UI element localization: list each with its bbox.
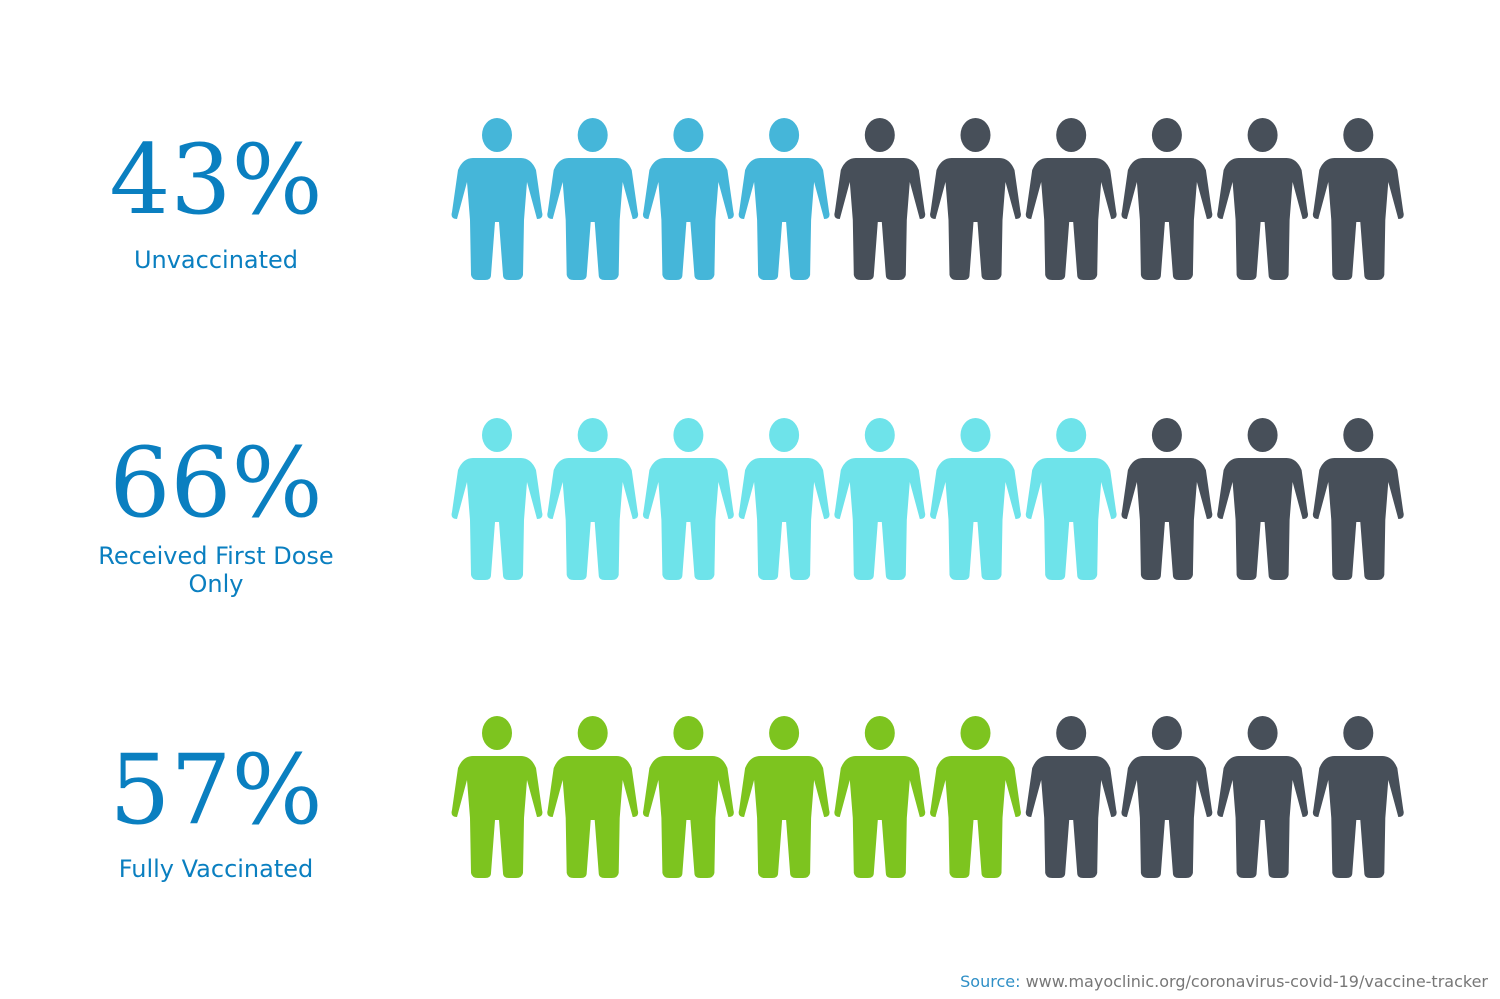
person-icon xyxy=(1025,716,1117,878)
person-icon xyxy=(547,118,639,280)
person-icon xyxy=(1217,418,1309,580)
person-icon xyxy=(834,118,926,280)
person-icon xyxy=(834,716,926,878)
value-label: 66% xyxy=(109,427,323,539)
person-icon xyxy=(930,418,1021,580)
person-icon xyxy=(1121,418,1213,580)
person-icon xyxy=(1312,118,1404,280)
person-icon xyxy=(738,118,830,280)
person-icon xyxy=(1217,118,1309,280)
person-icon xyxy=(1121,716,1213,878)
source-label: Source: xyxy=(960,972,1021,991)
person-icon xyxy=(1312,716,1404,878)
person-icon xyxy=(1312,418,1404,580)
person-icon xyxy=(642,118,734,280)
source-url: www.mayoclinic.org/coronavirus-covid-19/… xyxy=(1025,972,1488,991)
category-label: Received First Dose Only xyxy=(98,542,334,598)
person-icon xyxy=(547,418,639,580)
value-label: 57% xyxy=(109,734,323,846)
person-icon xyxy=(451,118,543,280)
person-icon xyxy=(642,418,734,580)
person-icon xyxy=(738,716,830,878)
category-label: Unvaccinated xyxy=(133,246,299,274)
person-icon xyxy=(451,716,543,878)
person-icon xyxy=(834,418,926,580)
person-icon xyxy=(1217,716,1309,878)
category-label: Fully Vaccinated xyxy=(118,855,314,883)
person-icon xyxy=(451,418,543,580)
source: Source: www.mayoclinic.org/coronavirus-c… xyxy=(960,972,1488,991)
person-icon xyxy=(642,716,734,878)
person-icon xyxy=(738,418,830,580)
person-icon xyxy=(1025,118,1117,280)
person-icon xyxy=(547,716,639,878)
person-icon xyxy=(1121,118,1213,280)
value-label: 43% xyxy=(109,124,323,236)
person-icon xyxy=(930,716,1021,878)
person-icon xyxy=(930,118,1021,280)
person-icon xyxy=(1025,418,1117,580)
